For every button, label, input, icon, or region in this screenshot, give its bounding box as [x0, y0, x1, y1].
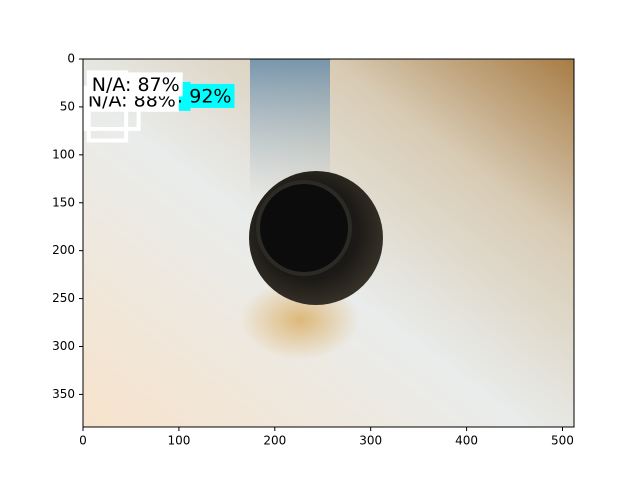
y-tick-label: 350 [52, 387, 75, 401]
y-tick-label: 50 [60, 99, 75, 113]
y-tick-label: 250 [52, 291, 75, 305]
x-tick-label: 300 [359, 434, 382, 448]
axes-frame [82, 58, 575, 428]
x-tick-label: 400 [455, 434, 478, 448]
x-tick-label: 200 [263, 434, 286, 448]
detection-label: N/A: 87% [92, 74, 180, 96]
y-tick-label: 200 [52, 243, 75, 257]
x-tick-label: 500 [551, 434, 574, 448]
x-tick-label: 0 [79, 434, 87, 448]
photo [83, 59, 574, 427]
y-tick-label: 150 [52, 195, 75, 209]
label-background [88, 72, 183, 97]
y-tick-label: 0 [67, 52, 75, 66]
x-tick-label: 100 [167, 434, 190, 448]
y-tick-label: 100 [52, 147, 75, 161]
y-tick-label: 300 [52, 339, 75, 353]
